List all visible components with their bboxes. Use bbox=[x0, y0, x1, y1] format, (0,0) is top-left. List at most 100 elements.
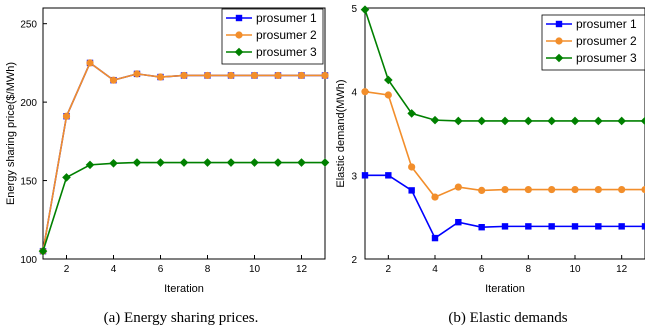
data-point bbox=[501, 223, 509, 230]
data-point bbox=[273, 158, 283, 167]
data-point bbox=[571, 223, 579, 230]
y-tick-label: 200 bbox=[20, 98, 37, 109]
series-line bbox=[42, 161, 325, 252]
data-point bbox=[500, 116, 510, 126]
x-axis-label: Iteration bbox=[164, 283, 204, 295]
y-axis-label: Elastic demand(MWh) bbox=[335, 79, 347, 187]
legend-marker bbox=[554, 53, 564, 63]
series-2 bbox=[361, 88, 645, 201]
data-point bbox=[455, 218, 462, 226]
x-tick-label: 2 bbox=[386, 264, 392, 275]
data-point bbox=[385, 172, 392, 179]
data-point bbox=[408, 163, 416, 171]
data-point bbox=[640, 116, 645, 126]
data-point bbox=[477, 116, 486, 126]
series-line bbox=[42, 61, 325, 252]
data-point bbox=[109, 159, 118, 168]
data-point bbox=[384, 75, 393, 85]
data-point bbox=[62, 112, 71, 120]
data-point bbox=[478, 186, 486, 194]
x-tick-label: 12 bbox=[296, 264, 308, 275]
data-point bbox=[594, 116, 603, 126]
data-point bbox=[320, 158, 330, 167]
data-point bbox=[641, 223, 645, 230]
y-tick-label: 2 bbox=[351, 255, 357, 266]
data-point bbox=[384, 91, 392, 99]
data-point bbox=[547, 116, 556, 126]
data-point bbox=[133, 70, 141, 78]
data-point bbox=[250, 71, 259, 80]
data-point bbox=[85, 160, 95, 170]
legend-marker bbox=[555, 20, 563, 28]
x-tick-label: 6 bbox=[479, 264, 485, 275]
plot-frame bbox=[364, 7, 645, 260]
y-tick-label: 4 bbox=[351, 88, 357, 99]
data-point bbox=[179, 158, 189, 167]
series-3 bbox=[38, 158, 330, 256]
x-tick-label: 8 bbox=[205, 264, 211, 275]
data-point bbox=[594, 185, 602, 194]
legend: prosumer 1 prosumer 2 prosumer 3 bbox=[541, 14, 645, 71]
data-point bbox=[431, 193, 439, 201]
x-tick-label: 2 bbox=[64, 264, 70, 275]
figure-caption: (a) Energy sharing prices. bbox=[104, 310, 259, 326]
legend-marker bbox=[235, 31, 243, 39]
chart-panel-1: 2 4 6 8 10 12 100 150 200 250 Iteration Energy shar… bbox=[5, 7, 330, 326]
data-point bbox=[454, 183, 462, 191]
data-point bbox=[250, 158, 259, 167]
data-point bbox=[360, 5, 370, 14]
legend-marker bbox=[555, 37, 563, 45]
data-point bbox=[618, 223, 625, 230]
legend-label: prosumer 3 bbox=[576, 51, 637, 65]
data-point bbox=[361, 88, 369, 96]
data-point bbox=[618, 185, 626, 194]
data-point bbox=[86, 59, 94, 67]
legend-marker bbox=[234, 47, 244, 57]
data-point bbox=[525, 223, 532, 230]
series-1 bbox=[361, 172, 645, 242]
data-point bbox=[226, 158, 236, 167]
data-point bbox=[156, 158, 165, 167]
data-point bbox=[203, 158, 212, 167]
data-point bbox=[203, 71, 212, 80]
data-point bbox=[595, 223, 602, 230]
data-point bbox=[548, 223, 555, 230]
y-tick-label: 3 bbox=[351, 171, 357, 182]
y-tick-label: 150 bbox=[20, 177, 37, 188]
series-1 bbox=[39, 59, 329, 255]
x-tick-label: 12 bbox=[616, 264, 628, 275]
data-point bbox=[227, 71, 235, 80]
data-point bbox=[407, 109, 416, 118]
y-tick-label: 250 bbox=[20, 20, 37, 31]
y-tick-label: 5 bbox=[351, 4, 357, 15]
legend-label: prosumer 1 bbox=[576, 17, 637, 31]
data-point bbox=[524, 116, 533, 126]
x-tick-label: 4 bbox=[111, 264, 117, 275]
figure-caption: (b) Elastic demands bbox=[448, 310, 567, 326]
x-axis-label: Iteration bbox=[485, 283, 525, 295]
x-tick-label: 10 bbox=[249, 264, 261, 275]
series-3 bbox=[360, 5, 645, 126]
data-point bbox=[571, 185, 579, 194]
data-point bbox=[274, 71, 282, 80]
data-point bbox=[641, 185, 645, 194]
legend-label: prosumer 2 bbox=[256, 28, 317, 42]
data-point bbox=[408, 187, 415, 194]
data-point bbox=[180, 71, 188, 80]
y-axis-label: Energy sharing price($/MWh) bbox=[5, 62, 17, 205]
x-tick-label: 8 bbox=[526, 264, 532, 275]
data-point bbox=[478, 224, 485, 231]
data-point bbox=[321, 71, 329, 80]
data-point bbox=[297, 71, 306, 80]
data-point bbox=[132, 158, 142, 167]
legend-marker bbox=[235, 14, 243, 22]
data-point bbox=[361, 172, 369, 179]
data-point bbox=[617, 116, 626, 126]
series-2 bbox=[39, 59, 329, 255]
y-tick-label: 100 bbox=[20, 255, 37, 266]
data-point bbox=[38, 246, 48, 256]
data-point bbox=[297, 158, 306, 167]
legend-label: prosumer 1 bbox=[256, 11, 317, 25]
data-point bbox=[570, 116, 580, 126]
